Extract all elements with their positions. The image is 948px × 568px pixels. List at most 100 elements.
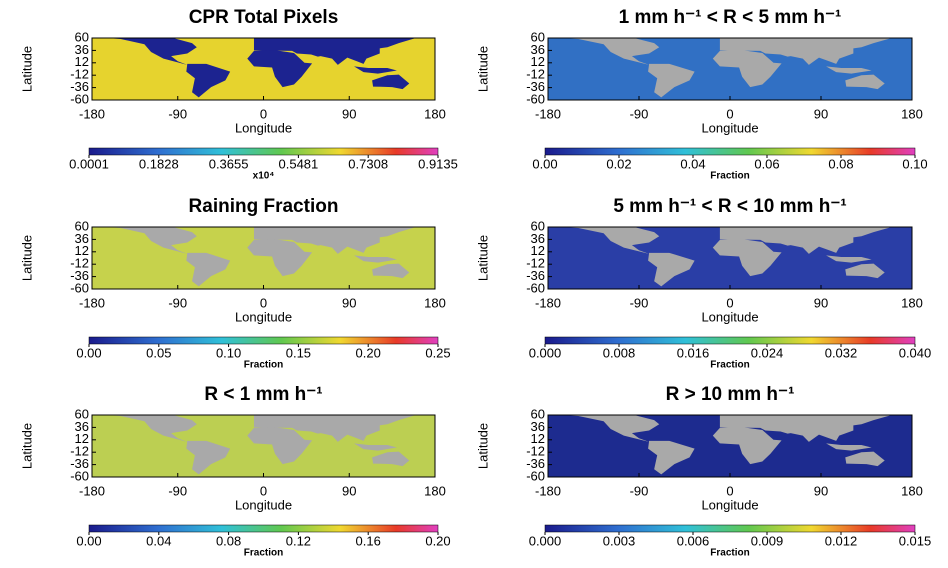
colorbar-tick-label: 0.08 xyxy=(828,156,853,171)
colorbar-tick-label: 0.02 xyxy=(606,156,631,171)
colorbar-tick-label: 0.012 xyxy=(825,533,858,548)
x-tick-label: 180 xyxy=(901,106,923,121)
colorbar-tick-label: 0.12 xyxy=(286,533,311,548)
colorbar-tick-label: 0.008 xyxy=(603,345,636,360)
colorbar-tick-label: 0.7308 xyxy=(348,156,388,171)
x-tick-label: -180 xyxy=(79,106,105,121)
x-tick-label: 0 xyxy=(726,483,733,498)
colorbar-label: Fraction xyxy=(710,360,749,371)
y-axis-label: Latitude xyxy=(19,46,34,92)
x-tick-label: -90 xyxy=(630,295,649,310)
y-axis-label: Latitude xyxy=(19,423,34,469)
colorbar-label: Fraction xyxy=(710,548,749,559)
colorbar-tick-label: 0.003 xyxy=(603,533,636,548)
x-tick-label: 90 xyxy=(814,106,828,121)
panel-title: CPR Total Pixels xyxy=(189,7,339,28)
colorbar-tick-label: 0.05 xyxy=(146,345,171,360)
x-tick-label: 0 xyxy=(260,106,267,121)
figure: CPR Total Pixels-180-90090180603612-12-3… xyxy=(0,0,948,563)
x-tick-label: -180 xyxy=(79,483,105,498)
x-tick-label: -180 xyxy=(535,483,561,498)
x-axis-label: Longitude xyxy=(235,497,292,512)
y-axis-label: Latitude xyxy=(19,235,34,281)
x-tick-label: 0 xyxy=(726,106,733,121)
colorbar-tick-label: 0.15 xyxy=(286,345,311,360)
x-axis-label: Longitude xyxy=(701,497,758,512)
colorbar-tick-label: 0.3655 xyxy=(209,156,249,171)
x-tick-label: 0 xyxy=(726,295,733,310)
colorbar xyxy=(89,337,438,344)
x-axis-label: Longitude xyxy=(235,120,292,135)
colorbar-tick-label: 0.16 xyxy=(356,533,381,548)
y-axis-label: Latitude xyxy=(475,235,490,281)
colorbar-label: Fraction xyxy=(244,360,283,371)
x-tick-label: 180 xyxy=(424,295,446,310)
x-axis-label: Longitude xyxy=(235,309,292,324)
y-tick-label: -60 xyxy=(70,280,89,295)
colorbar xyxy=(545,525,915,532)
colorbar-tick-label: 0.20 xyxy=(356,345,381,360)
colorbar-tick-label: 0.00 xyxy=(76,533,101,548)
x-tick-label: -90 xyxy=(168,106,187,121)
panel-title: R < 1 mm h⁻¹ xyxy=(204,384,322,405)
x-tick-label: 90 xyxy=(342,295,356,310)
colorbar-tick-label: 0.06 xyxy=(754,156,779,171)
colorbar-label: Fraction xyxy=(710,171,749,182)
panel-title: 1 mm h⁻¹ < R < 5 mm h⁻¹ xyxy=(619,7,842,28)
x-axis-label: Longitude xyxy=(701,120,758,135)
y-tick-label: -60 xyxy=(526,280,545,295)
colorbar-tick-label: 0.015 xyxy=(899,533,932,548)
y-axis-label: Latitude xyxy=(475,46,490,92)
y-tick-label: -60 xyxy=(70,91,89,106)
x-tick-label: 0 xyxy=(260,483,267,498)
colorbar-tick-label: 0.000 xyxy=(529,533,562,548)
colorbar-tick-label: 0.04 xyxy=(146,533,171,548)
colorbar-tick-label: 0.000 xyxy=(529,345,562,360)
colorbar-tick-label: 0.10 xyxy=(216,345,241,360)
colorbar-tick-label: 0.032 xyxy=(825,345,858,360)
x-tick-label: 0 xyxy=(260,295,267,310)
colorbar-tick-label: 0.00 xyxy=(532,156,557,171)
colorbar-tick-label: 0.024 xyxy=(751,345,784,360)
colorbar-tick-label: 0.10 xyxy=(902,156,927,171)
x-tick-label: 180 xyxy=(424,106,446,121)
colorbar-label: x10⁴ xyxy=(253,171,275,182)
x-tick-label: -90 xyxy=(630,483,649,498)
colorbar xyxy=(89,148,438,155)
x-tick-label: -180 xyxy=(535,106,561,121)
colorbar-tick-label: 0.00 xyxy=(76,345,101,360)
y-tick-label: -60 xyxy=(70,468,89,483)
x-tick-label: -180 xyxy=(535,295,561,310)
panel-title: Raining Fraction xyxy=(189,196,339,217)
colorbar-tick-label: 0.006 xyxy=(677,533,710,548)
x-tick-label: 180 xyxy=(424,483,446,498)
x-tick-label: -90 xyxy=(630,106,649,121)
panel-title: R > 10 mm h⁻¹ xyxy=(666,384,795,405)
colorbar xyxy=(89,525,438,532)
page: {"chart_data": [ {"type": "map", "title"… xyxy=(0,0,948,568)
x-tick-label: 90 xyxy=(342,483,356,498)
x-tick-label: 90 xyxy=(342,106,356,121)
x-tick-label: -90 xyxy=(168,295,187,310)
x-tick-label: 90 xyxy=(814,483,828,498)
colorbar-tick-label: 0.9135 xyxy=(418,156,458,171)
colorbar-tick-label: 0.5481 xyxy=(279,156,319,171)
colorbar-tick-label: 0.04 xyxy=(680,156,705,171)
colorbar-tick-label: 0.009 xyxy=(751,533,784,548)
x-tick-label: 90 xyxy=(814,295,828,310)
x-tick-label: -180 xyxy=(79,295,105,310)
x-axis-label: Longitude xyxy=(701,309,758,324)
x-tick-label: -90 xyxy=(168,483,187,498)
colorbar xyxy=(545,148,915,155)
colorbar-tick-label: 0.040 xyxy=(899,345,932,360)
x-tick-label: 180 xyxy=(901,483,923,498)
colorbar-tick-label: 0.20 xyxy=(425,533,450,548)
colorbar-tick-label: 0.1828 xyxy=(139,156,179,171)
x-tick-label: 180 xyxy=(901,295,923,310)
colorbar-tick-label: 0.0001 xyxy=(69,156,109,171)
colorbar xyxy=(545,337,915,344)
colorbar-tick-label: 0.016 xyxy=(677,345,710,360)
panel-title: 5 mm h⁻¹ < R < 10 mm h⁻¹ xyxy=(613,196,846,217)
colorbar-label: Fraction xyxy=(244,548,283,559)
y-tick-label: -60 xyxy=(526,91,545,106)
